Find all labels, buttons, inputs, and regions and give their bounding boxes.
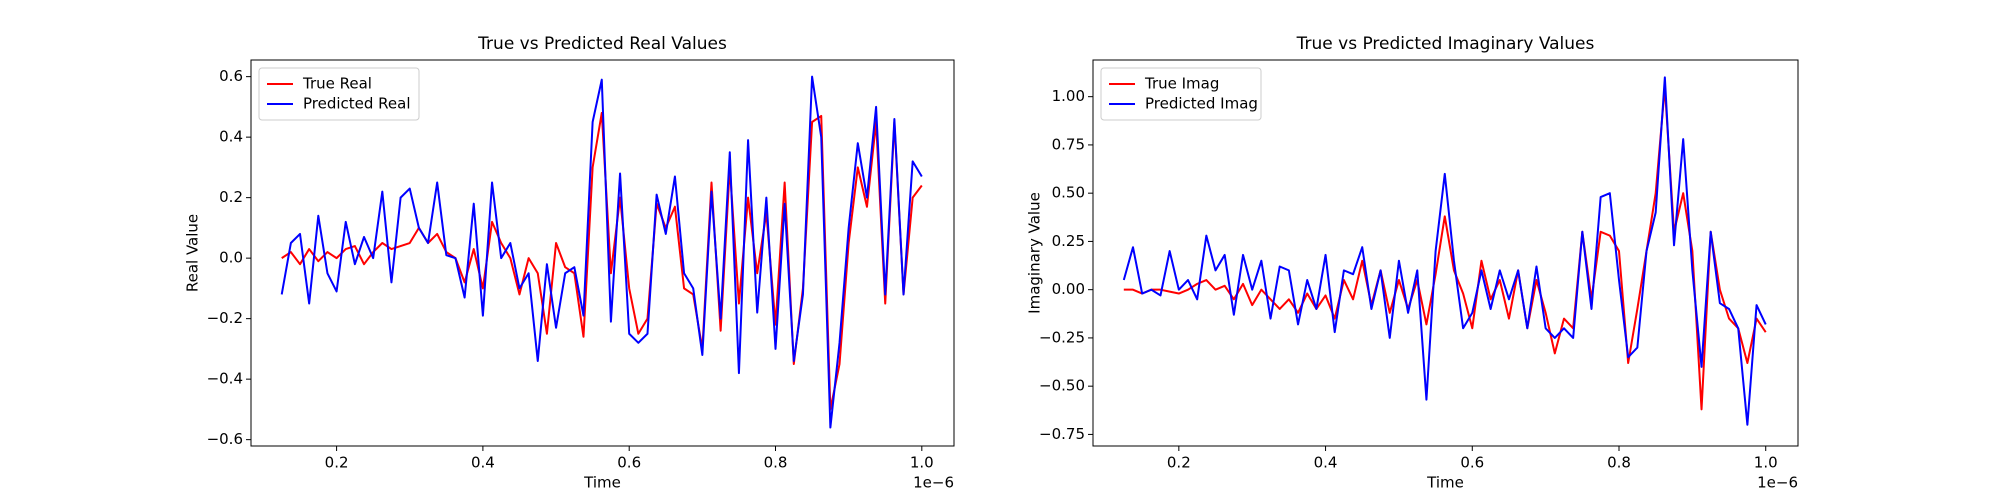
data-line: [1122, 76, 1767, 426]
y-tick-label: 0.6: [219, 67, 243, 85]
y-tick-label: −0.6: [207, 430, 243, 448]
x-axis-label: Time: [583, 474, 621, 492]
legend-box: [1100, 67, 1262, 121]
y-tick-label: −0.50: [1039, 377, 1085, 395]
x-tick-label: 0.8: [764, 454, 788, 472]
y-axis-label: Imaginary Value: [1026, 192, 1044, 314]
x-tick-label: 0.2: [1167, 454, 1191, 472]
legend-box: [258, 67, 420, 121]
y-axis-label: Real Value: [184, 214, 202, 292]
y-tick-label: 0.0: [219, 249, 243, 267]
axes-frame: [250, 59, 955, 447]
y-tick-label: 0.50: [1052, 184, 1085, 202]
x-tick-label: 0.8: [1607, 454, 1631, 472]
x-axis-label: Time: [1426, 474, 1464, 492]
y-tick-label: −0.25: [1039, 328, 1085, 346]
legend-label: True Imag: [1144, 75, 1219, 93]
x-tick-label: 1.0: [1754, 454, 1778, 472]
y-tick-label: 1.00: [1052, 87, 1085, 105]
y-tick-label: 0.00: [1052, 280, 1085, 298]
x-tick-label: 0.2: [325, 454, 349, 472]
y-tick-label: −0.2: [207, 309, 243, 327]
legend-label: Predicted Imag: [1145, 95, 1258, 113]
data-line: [1123, 86, 1767, 411]
y-tick-label: 0.4: [219, 128, 243, 146]
data-line: [280, 75, 923, 429]
y-tick-label: 0.75: [1052, 135, 1085, 153]
x-tick-label: 1.0: [910, 454, 934, 472]
x-tick-label: 0.6: [1460, 454, 1484, 472]
x-offset-label: 1e−6: [1757, 474, 1798, 492]
x-tick-label: 0.4: [471, 454, 495, 472]
y-tick-label: 0.2: [219, 188, 243, 206]
y-tick-label: 0.25: [1052, 232, 1085, 250]
legend-label: True Real: [302, 75, 372, 93]
y-tick-label: −0.75: [1039, 425, 1085, 443]
x-tick-label: 0.4: [1314, 454, 1338, 472]
chart-title: True vs Predicted Real Values: [477, 34, 727, 54]
chart-title: True vs Predicted Imaginary Values: [1296, 34, 1595, 54]
legend-label: Predicted Real: [303, 95, 411, 113]
x-tick-label: 0.6: [617, 454, 641, 472]
axes-frame: [1092, 59, 1799, 447]
y-tick-label: −0.4: [207, 370, 243, 388]
x-offset-label: 1e−6: [913, 474, 954, 492]
